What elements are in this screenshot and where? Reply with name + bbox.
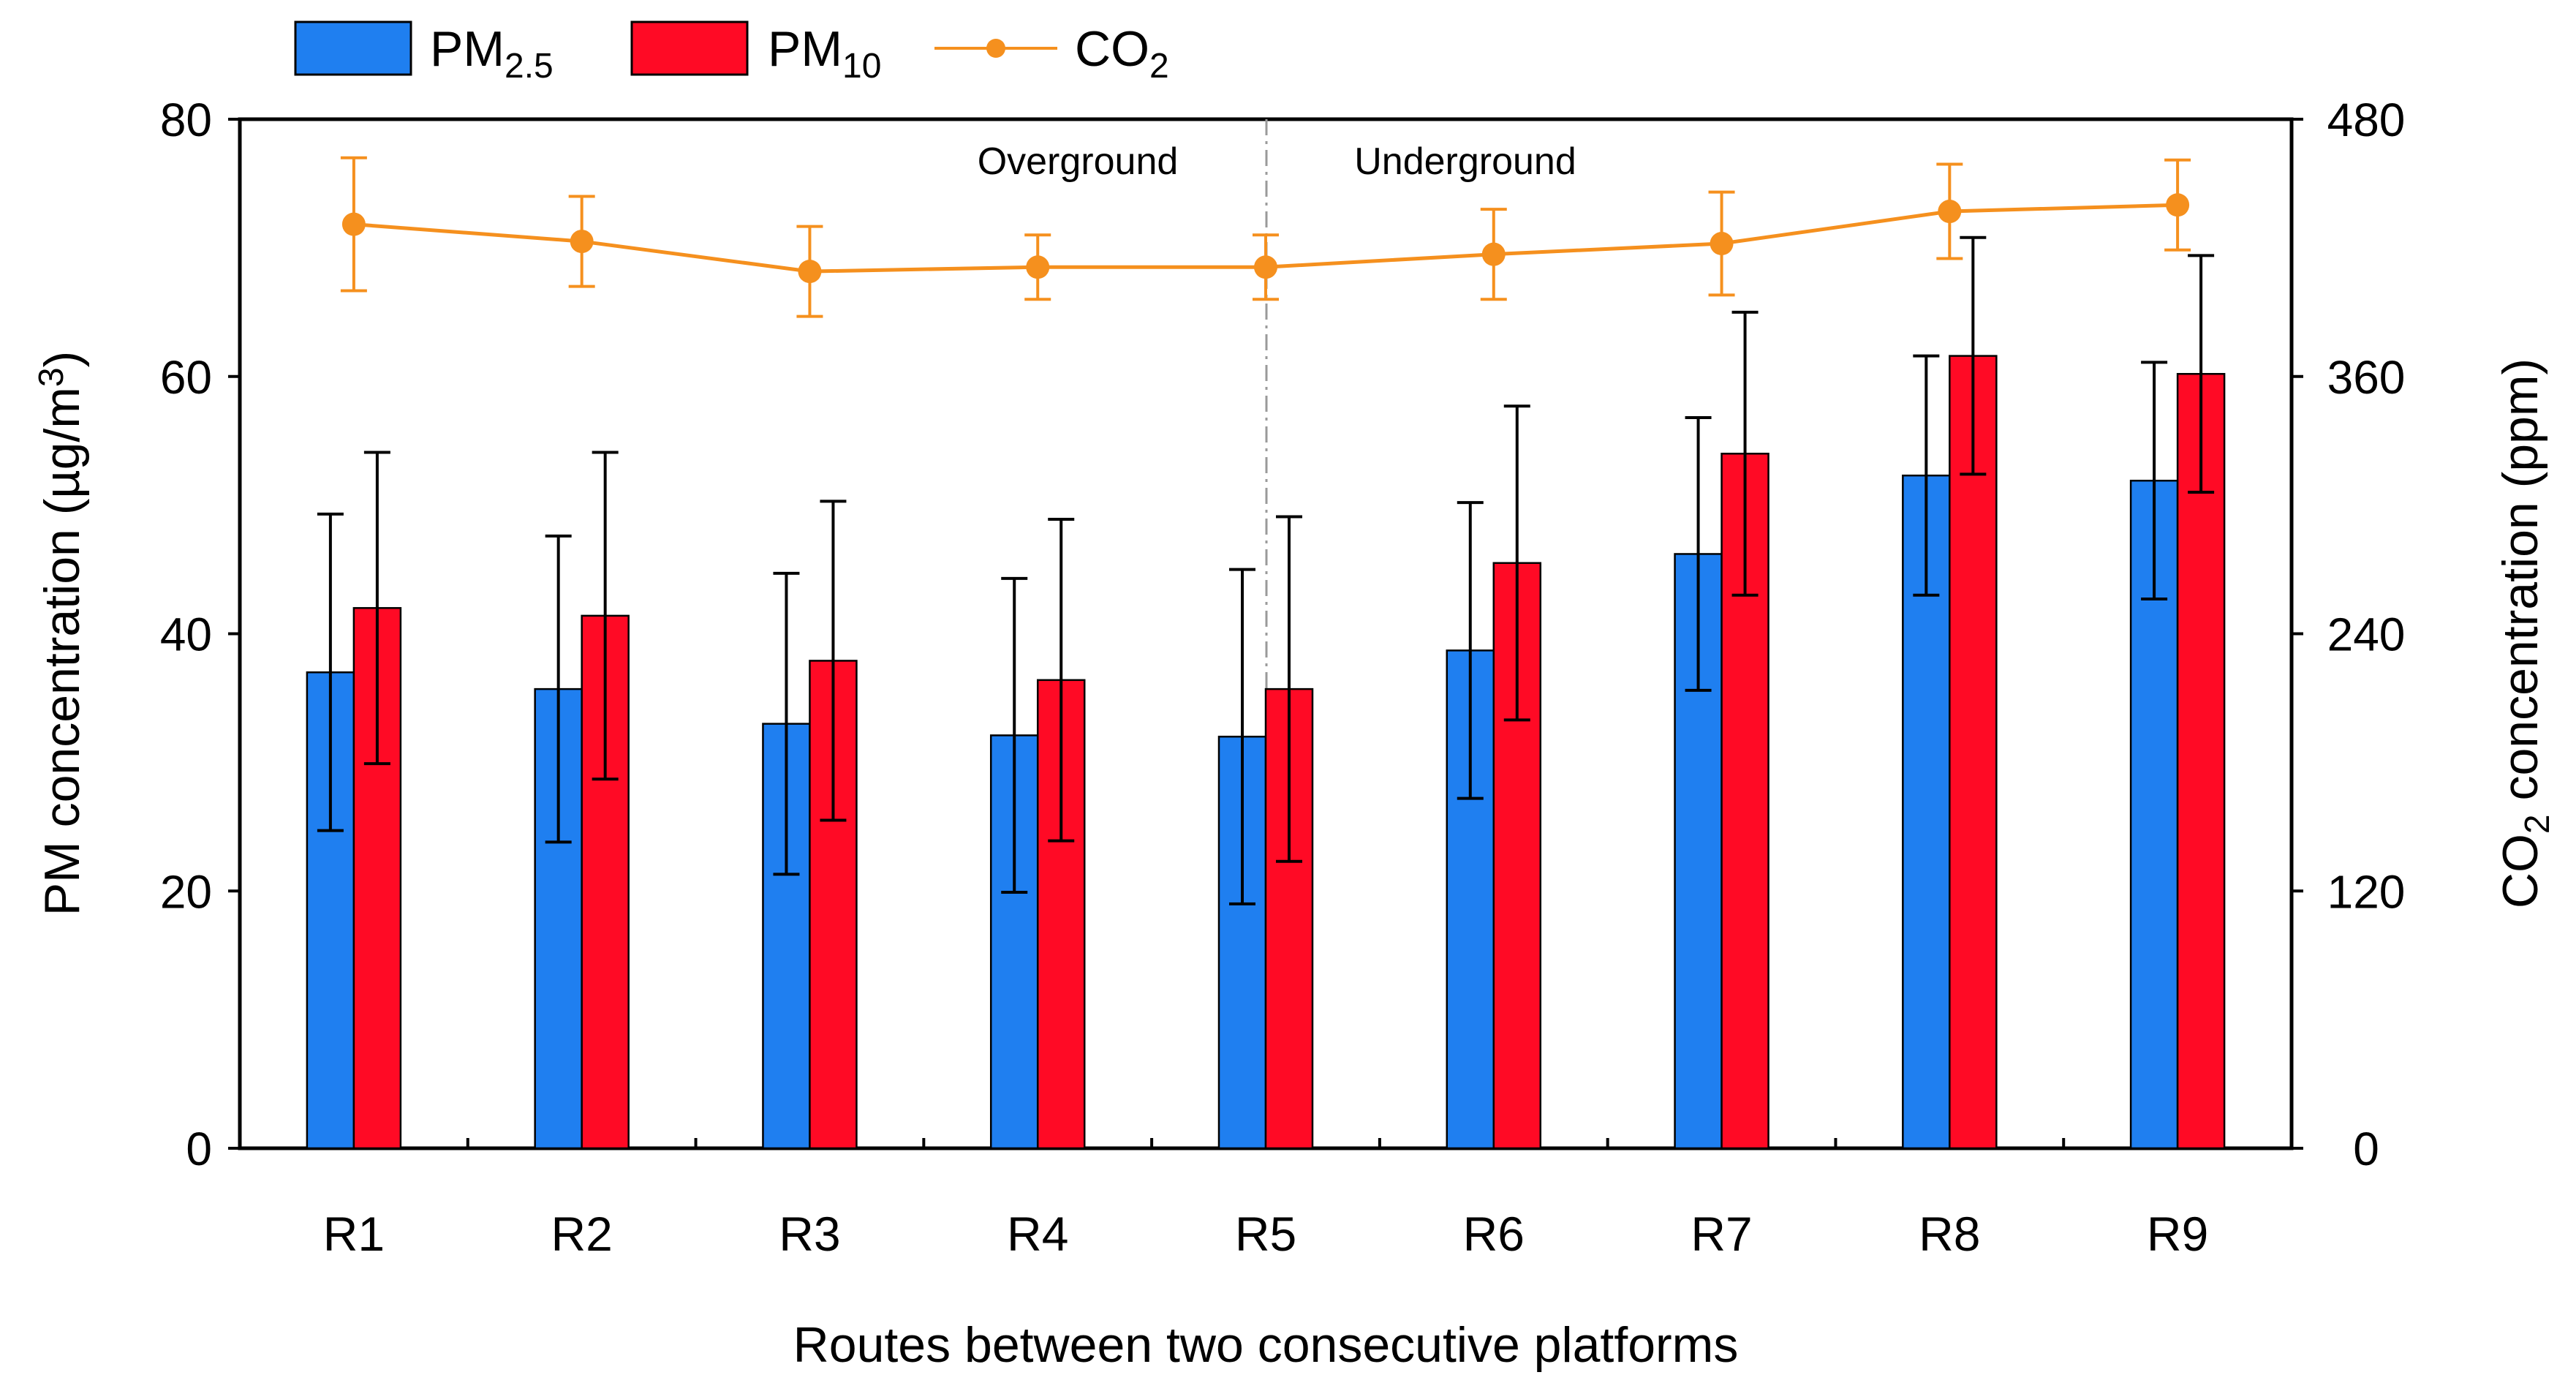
- category-labels: R1 R2 R3 R4 R5 R6 R7 R8 R9: [323, 1207, 2209, 1261]
- chart-marks: [306, 119, 2226, 1150]
- legend-label-co2: CO2: [1075, 21, 1169, 86]
- point-co2-r9: [2166, 193, 2190, 217]
- point-co2-r7: [1710, 232, 1734, 256]
- legend-label-pm25: PM2.5: [430, 21, 554, 86]
- region-label-overground: Overground: [978, 140, 1179, 183]
- left-tick-label: 60: [160, 351, 212, 404]
- legend-label-pm10: PM10: [768, 21, 881, 86]
- x-axis-title: Routes between two consecutive platforms: [793, 1317, 1739, 1373]
- left-tick-label: 40: [160, 609, 212, 661]
- category-label: R4: [1007, 1207, 1068, 1261]
- bar-pm10-r3: [809, 660, 858, 1150]
- point-co2-r3: [798, 260, 822, 284]
- category-label: R9: [2147, 1207, 2208, 1261]
- bar-pm10-r9: [2176, 372, 2226, 1150]
- left-axis-ticks: 0 20 40 60 80: [160, 94, 240, 1175]
- bar-pm10-r8: [1949, 355, 1998, 1150]
- category-label: R3: [779, 1207, 840, 1261]
- point-co2-r2: [570, 230, 594, 254]
- legend: PM2.5 PM10 CO2: [294, 20, 1169, 86]
- category-label: R5: [1235, 1207, 1296, 1261]
- category-label: R7: [1691, 1207, 1752, 1261]
- right-tick-label: 360: [2327, 351, 2406, 404]
- right-tick-label: 240: [2327, 609, 2406, 661]
- right-axis-ticks: 0 120 240 360 480: [2292, 94, 2405, 1175]
- y-axis-title-left: PM concentration (µg/m3): [32, 351, 90, 916]
- category-label: R6: [1463, 1207, 1525, 1261]
- bar-pm25-r9: [2129, 479, 2179, 1150]
- category-label: R1: [323, 1207, 385, 1261]
- point-co2-r4: [1026, 255, 1050, 279]
- left-tick-label: 0: [186, 1123, 212, 1175]
- right-tick-label: 480: [2327, 94, 2406, 146]
- region-label-underground: Underground: [1354, 140, 1576, 183]
- point-co2-r1: [341, 212, 366, 236]
- legend-marker-co2: [986, 39, 1005, 58]
- right-tick-label: 0: [2353, 1123, 2379, 1175]
- legend-swatch-pm10: [630, 20, 749, 76]
- category-label: R8: [1919, 1207, 1980, 1261]
- left-tick-label: 80: [160, 94, 212, 146]
- point-co2-r6: [1481, 242, 1506, 266]
- y-axis-title-right: CO2 concentration (ppm): [2493, 358, 2557, 908]
- point-co2-r5: [1254, 255, 1277, 279]
- left-tick-label: 20: [160, 865, 212, 918]
- legend-swatch-pm25: [294, 20, 412, 76]
- right-tick-label: 120: [2327, 865, 2406, 918]
- bar-pm10-r4: [1036, 679, 1086, 1150]
- point-co2-r8: [1938, 200, 1962, 224]
- category-label: R2: [551, 1207, 612, 1261]
